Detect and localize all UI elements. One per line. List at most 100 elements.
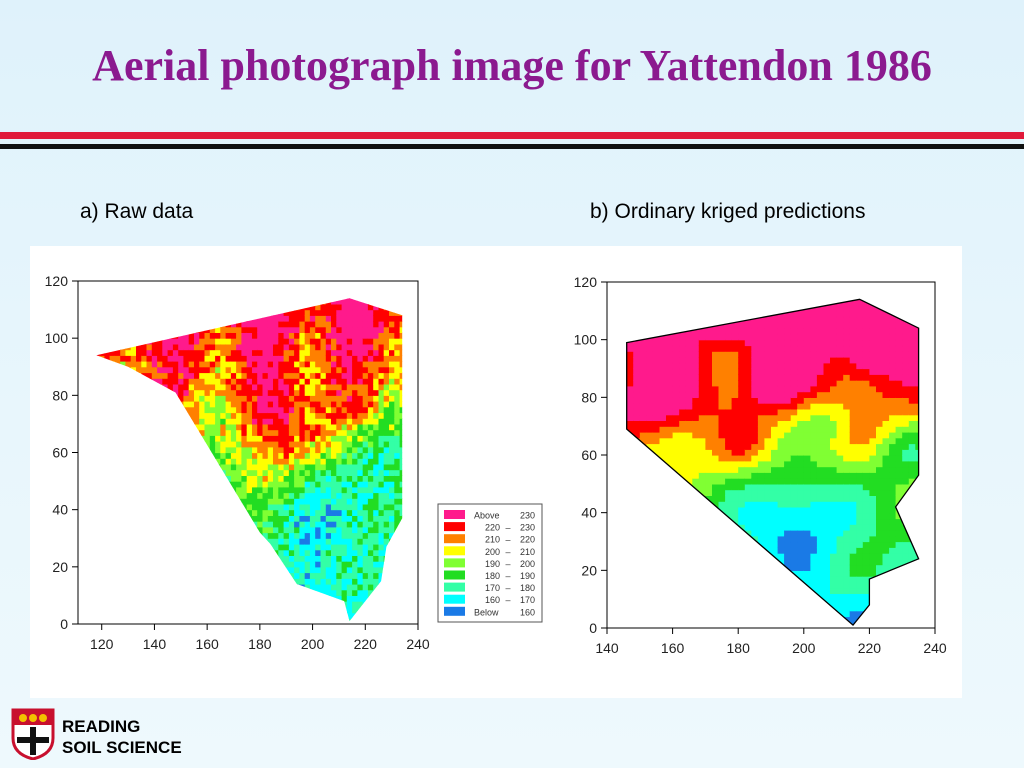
- heatmap-cell: [262, 395, 269, 402]
- heatmap-cell: [672, 558, 680, 566]
- heatmap-cell: [626, 524, 634, 531]
- heatmap-cell: [188, 521, 195, 528]
- heatmap-cell: [130, 463, 137, 471]
- heatmap-cell: [183, 361, 190, 368]
- heatmap-cell: [114, 521, 121, 528]
- heatmap-cell: [188, 572, 195, 579]
- heatmap-cell: [146, 526, 153, 534]
- heatmap-cell: [614, 472, 621, 478]
- heatmap-cell: [659, 328, 667, 335]
- heatmap-cell: [236, 395, 242, 402]
- heatmap-cell: [394, 412, 401, 419]
- heatmap-cell: [130, 606, 137, 614]
- heatmap-cell: [236, 423, 242, 431]
- heatmap-cell: [151, 343, 158, 351]
- heatmap-cell: [698, 333, 706, 341]
- heatmap-cell: [679, 587, 687, 594]
- heatmap-cell: [273, 332, 279, 339]
- heatmap-cell: [141, 589, 148, 596]
- heatmap-cell: [352, 412, 358, 419]
- heatmap-cell: [252, 372, 258, 379]
- heatmap-cell: [346, 578, 353, 585]
- heatmap-cell: [288, 412, 295, 419]
- heatmap-cell: [325, 315, 332, 322]
- heatmap-cell: [183, 321, 190, 328]
- heatmap-cell: [341, 435, 348, 442]
- heatmap-cell: [257, 481, 264, 488]
- heatmap-cell: [320, 589, 327, 596]
- heatmap-cell: [209, 549, 216, 556]
- heatmap-cell: [120, 549, 127, 556]
- heatmap-cell: [146, 561, 153, 568]
- heatmap-cell: [172, 589, 179, 596]
- heatmap-cell: [141, 463, 148, 471]
- heatmap-cell: [109, 441, 116, 448]
- heatmap-cell: [679, 299, 687, 300]
- heatmap-cell: [199, 298, 206, 305]
- heatmap-cell: [209, 538, 216, 545]
- heatmap-cell: [614, 444, 621, 450]
- heatmap-cell: [373, 572, 380, 579]
- heatmap-cell: [257, 298, 264, 299]
- heatmap-cell: [712, 391, 720, 398]
- heatmap-cell: [336, 446, 343, 454]
- heatmap-cell: [294, 538, 300, 545]
- heatmap-cell: [257, 606, 264, 614]
- heatmap-cell: [315, 515, 322, 522]
- heatmap-cell: [172, 303, 179, 311]
- heatmap-cell: [383, 441, 390, 448]
- heatmap-cell: [130, 378, 137, 385]
- heatmap-cell: [257, 281, 263, 287]
- heatmap-cell: [373, 372, 380, 379]
- heatmap-cell: [125, 578, 132, 585]
- heatmap-cell: [639, 564, 647, 571]
- heatmap-cell: [626, 512, 634, 520]
- heatmap-cell: [659, 570, 667, 577]
- heatmap-cell: [278, 303, 285, 311]
- heatmap-cell: [257, 303, 264, 311]
- heatmap-cell: [347, 281, 353, 287]
- heatmap-cell: [96, 458, 100, 465]
- heatmap-cell: [626, 328, 634, 335]
- heatmap-cell: [78, 521, 84, 527]
- heatmap-cell: [136, 601, 142, 608]
- heatmap-cell: [104, 326, 111, 333]
- heatmap-cell: [309, 383, 316, 391]
- heatmap-cell: [389, 481, 395, 488]
- heatmap-cell: [705, 455, 713, 462]
- heatmap-cell: [267, 584, 274, 591]
- heatmap-cell: [273, 509, 279, 516]
- heatmap-cell: [639, 495, 647, 502]
- heatmap-cell: [639, 403, 647, 410]
- heatmap-cell: [273, 566, 279, 574]
- heatmap-cell: [692, 524, 700, 531]
- heatmap-cell: [157, 584, 163, 591]
- heatmap-cell: [157, 281, 163, 287]
- heatmap-cell: [141, 321, 148, 328]
- heatmap-cell: [331, 481, 337, 488]
- heatmap-cell: [273, 303, 279, 311]
- heatmap-cell: [652, 310, 661, 318]
- heatmap-cell: [633, 506, 641, 514]
- heatmap-cell: [626, 558, 634, 566]
- heatmap-cell: [236, 561, 242, 568]
- heatmap-cell: [215, 475, 221, 482]
- heatmap-cell: [383, 538, 390, 545]
- heatmap-cell: [194, 544, 200, 551]
- heatmap-cell: [315, 492, 322, 499]
- heatmap-cell: [241, 332, 248, 339]
- heatmap-cell: [267, 498, 274, 505]
- heatmap-cell: [151, 572, 158, 579]
- heatmap-cell: [294, 601, 300, 608]
- heatmap-cell: [315, 429, 322, 436]
- heatmap-cell: [183, 355, 190, 362]
- heatmap-cell: [367, 538, 374, 545]
- heatmap-cell: [78, 361, 84, 367]
- heatmap-cell: [378, 429, 385, 436]
- heatmap-cell: [172, 475, 179, 482]
- heatmap-cell: [273, 435, 279, 442]
- heatmap-cell: [151, 326, 158, 333]
- heatmap-cell: [167, 521, 174, 528]
- heatmap-cell: [278, 509, 285, 516]
- heatmap-cell: [367, 544, 374, 551]
